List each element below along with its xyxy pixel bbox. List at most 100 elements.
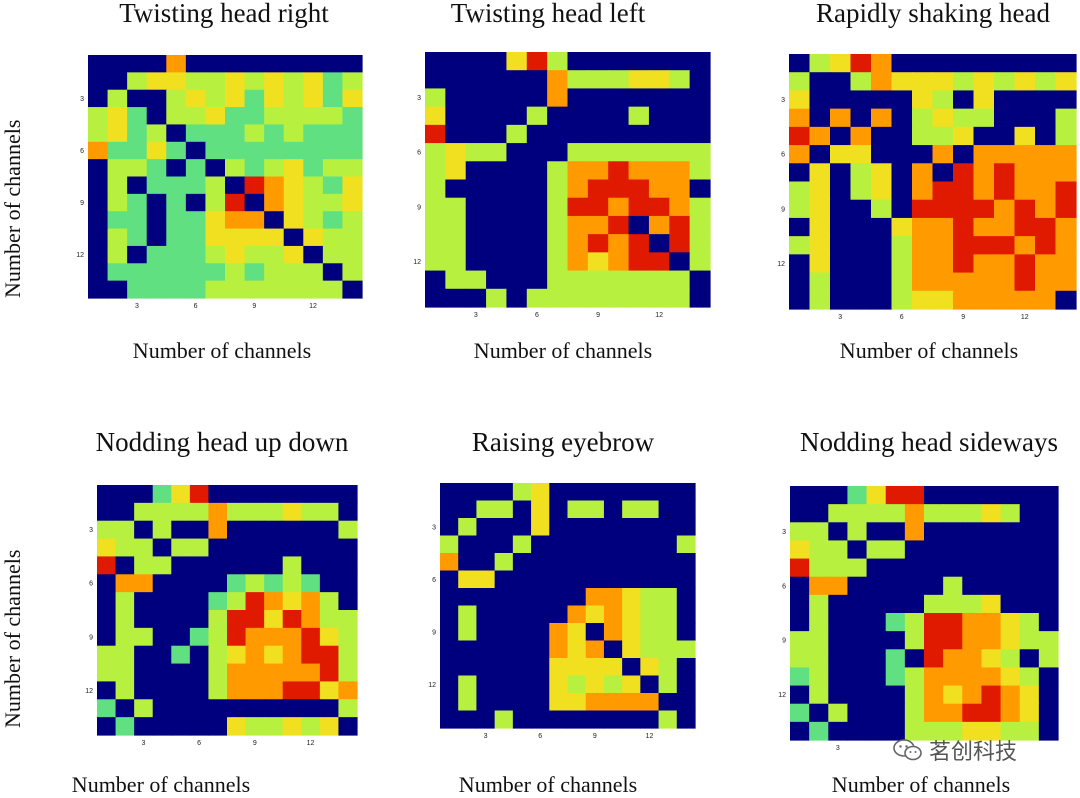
- heatmap-cell: [912, 145, 934, 164]
- panel-title: Nodding head sideways: [800, 427, 1058, 457]
- heatmap-cell: [866, 613, 887, 632]
- y-tick-label: 6: [80, 148, 84, 155]
- heatmap-cell: [1000, 685, 1021, 705]
- heatmap-cell: [1014, 163, 1036, 183]
- heatmap-cell: [981, 721, 1002, 741]
- heatmap-cell: [658, 570, 678, 589]
- heatmap-cell: [127, 141, 148, 160]
- heatmap-cell: [871, 145, 893, 164]
- heatmap-cell: [809, 126, 831, 146]
- heatmap-cell: [549, 605, 569, 624]
- heatmap-cell: [127, 245, 148, 264]
- heatmap-cell: [1055, 254, 1077, 274]
- heatmap-cell: [608, 215, 630, 235]
- heatmap-cell: [322, 55, 344, 73]
- heatmap-cell: [127, 263, 148, 282]
- heatmap-cell: [171, 485, 191, 504]
- heatmap-cell: [1000, 594, 1021, 614]
- heatmap-cell: [1038, 703, 1059, 723]
- heatmap-cell: [526, 88, 548, 108]
- heatmap-cell: [994, 90, 1016, 110]
- heatmap-cell: [603, 675, 623, 694]
- heatmap-cell: [506, 252, 528, 272]
- heatmap-cell: [648, 234, 670, 253]
- x-tick-label: 9: [596, 312, 600, 319]
- heatmap-cell: [531, 640, 550, 659]
- heatmap-cell: [494, 500, 514, 519]
- heatmap-cell: [891, 290, 913, 310]
- heatmap-cell: [185, 141, 207, 160]
- heatmap-cell: [628, 197, 650, 217]
- heatmap-cell: [486, 288, 508, 308]
- heatmap-cell: [282, 663, 302, 683]
- heatmap-cell: [547, 215, 569, 235]
- heatmap-cell: [549, 518, 569, 537]
- heatmap-cell: [1000, 522, 1021, 542]
- heatmap-cell: [425, 215, 446, 235]
- heatmap-cell: [88, 107, 109, 126]
- heatmap-cell: [445, 52, 467, 71]
- heatmap-cell: [97, 717, 117, 736]
- heatmap-cell: [282, 538, 302, 558]
- heatmap-cell: [342, 124, 363, 143]
- heatmap-cell: [809, 54, 831, 73]
- heatmap-cell: [932, 90, 954, 110]
- heatmap-cell: [107, 72, 128, 91]
- heatmap-cell: [943, 631, 963, 650]
- heatmap-cell: [476, 518, 496, 537]
- heatmap-cell: [962, 631, 983, 650]
- heatmap-cell: [847, 613, 868, 632]
- heatmap-cell: [494, 483, 514, 502]
- heatmap-cell: [486, 70, 508, 90]
- heatmap-cell: [850, 72, 872, 92]
- heatmap-cell: [185, 176, 207, 195]
- heatmap-cell: [185, 107, 207, 126]
- heatmap-cell: [526, 252, 548, 272]
- heatmap-cell: [1038, 685, 1059, 705]
- heatmap-cell: [146, 228, 167, 247]
- heatmap-cell: [245, 610, 265, 629]
- heatmap-cell: [932, 72, 954, 92]
- heatmap-cell: [962, 613, 983, 632]
- heatmap-cell: [127, 107, 148, 126]
- heatmap-cell: [924, 721, 944, 741]
- heatmap-cell: [1019, 649, 1040, 669]
- heatmap-cell: [494, 623, 514, 642]
- heatmap-cell: [244, 211, 265, 230]
- heatmap-cell: [107, 211, 128, 230]
- heatmap-cell: [115, 538, 135, 558]
- heatmap-cell: [189, 538, 210, 558]
- heatmap-cell: [953, 290, 975, 310]
- heatmap-cell: [531, 675, 550, 694]
- heatmap-cell: [628, 143, 650, 162]
- heatmap-cell: [1019, 685, 1040, 705]
- heatmap-cell: [244, 141, 265, 160]
- heatmap-cell: [891, 108, 913, 128]
- heatmap-cell: [134, 520, 154, 540]
- heatmap-cell: [1035, 126, 1057, 146]
- heatmap-cell: [146, 193, 167, 212]
- heatmap-cell: [809, 703, 829, 723]
- heatmap-cell: [425, 143, 446, 162]
- heatmap-cell: [932, 217, 954, 237]
- heatmap-cell: [319, 538, 340, 558]
- heatmap-cell: [303, 263, 324, 282]
- heatmap-cell: [440, 570, 459, 589]
- heatmap-cell: [547, 161, 569, 181]
- heatmap-cell: [981, 540, 1002, 560]
- heatmap-cell: [264, 263, 285, 282]
- heatmap-cell: [205, 89, 226, 108]
- heatmap-cell: [283, 228, 304, 247]
- heatmap-cell: [622, 693, 641, 712]
- heatmap-cell: [850, 290, 872, 310]
- heatmap-cell: [244, 159, 265, 178]
- heatmap-cell: [97, 574, 117, 593]
- heatmap-cell: [994, 272, 1016, 292]
- heatmap-cell: [850, 217, 872, 237]
- heatmap-cell: [88, 280, 109, 299]
- heatmap-cell: [628, 270, 650, 290]
- heatmap-cell: [809, 108, 831, 128]
- heatmap-cell: [924, 486, 944, 505]
- heatmap-cell: [1014, 236, 1036, 255]
- heatmap-cell: [1055, 272, 1077, 292]
